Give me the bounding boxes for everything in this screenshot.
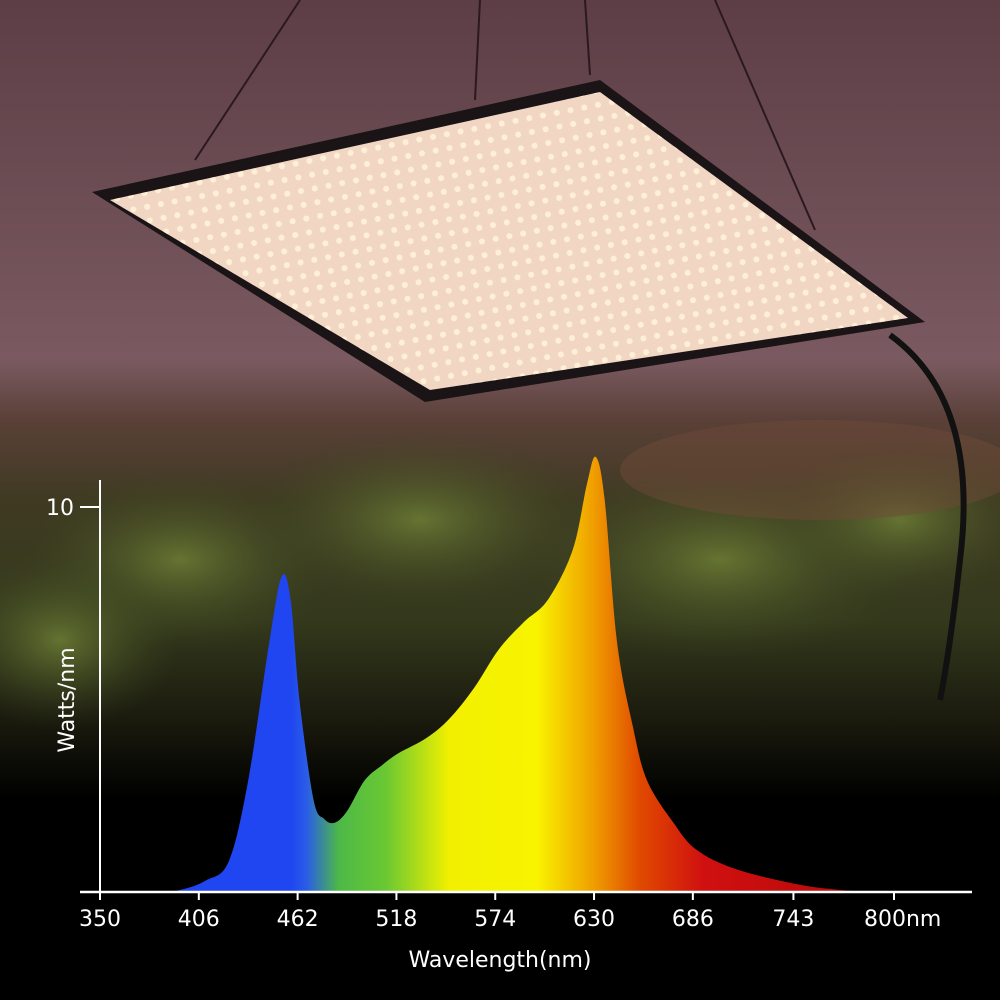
x-tick-label: 574 bbox=[474, 907, 516, 932]
x-axis-title: Wavelength(nm) bbox=[408, 948, 591, 973]
x-tick-label: 406 bbox=[178, 907, 220, 932]
led-panel bbox=[92, 80, 925, 402]
y-axis-title: Watts/nm bbox=[55, 647, 80, 752]
hanging-cables bbox=[194, 0, 967, 701]
x-tick-label: 462 bbox=[277, 907, 319, 932]
x-tick-label: 686 bbox=[672, 907, 714, 932]
x-tick-label: 630 bbox=[573, 907, 615, 932]
x-tick-label: 518 bbox=[375, 907, 417, 932]
lettuce-foliage bbox=[0, 420, 1000, 730]
x-tick-label: 743 bbox=[772, 907, 814, 932]
y-tick-label: 10 bbox=[46, 496, 74, 521]
x-tick-label: 800nm bbox=[864, 907, 941, 932]
spectrum-area bbox=[152, 456, 877, 892]
x-tick-label: 350 bbox=[79, 907, 121, 932]
